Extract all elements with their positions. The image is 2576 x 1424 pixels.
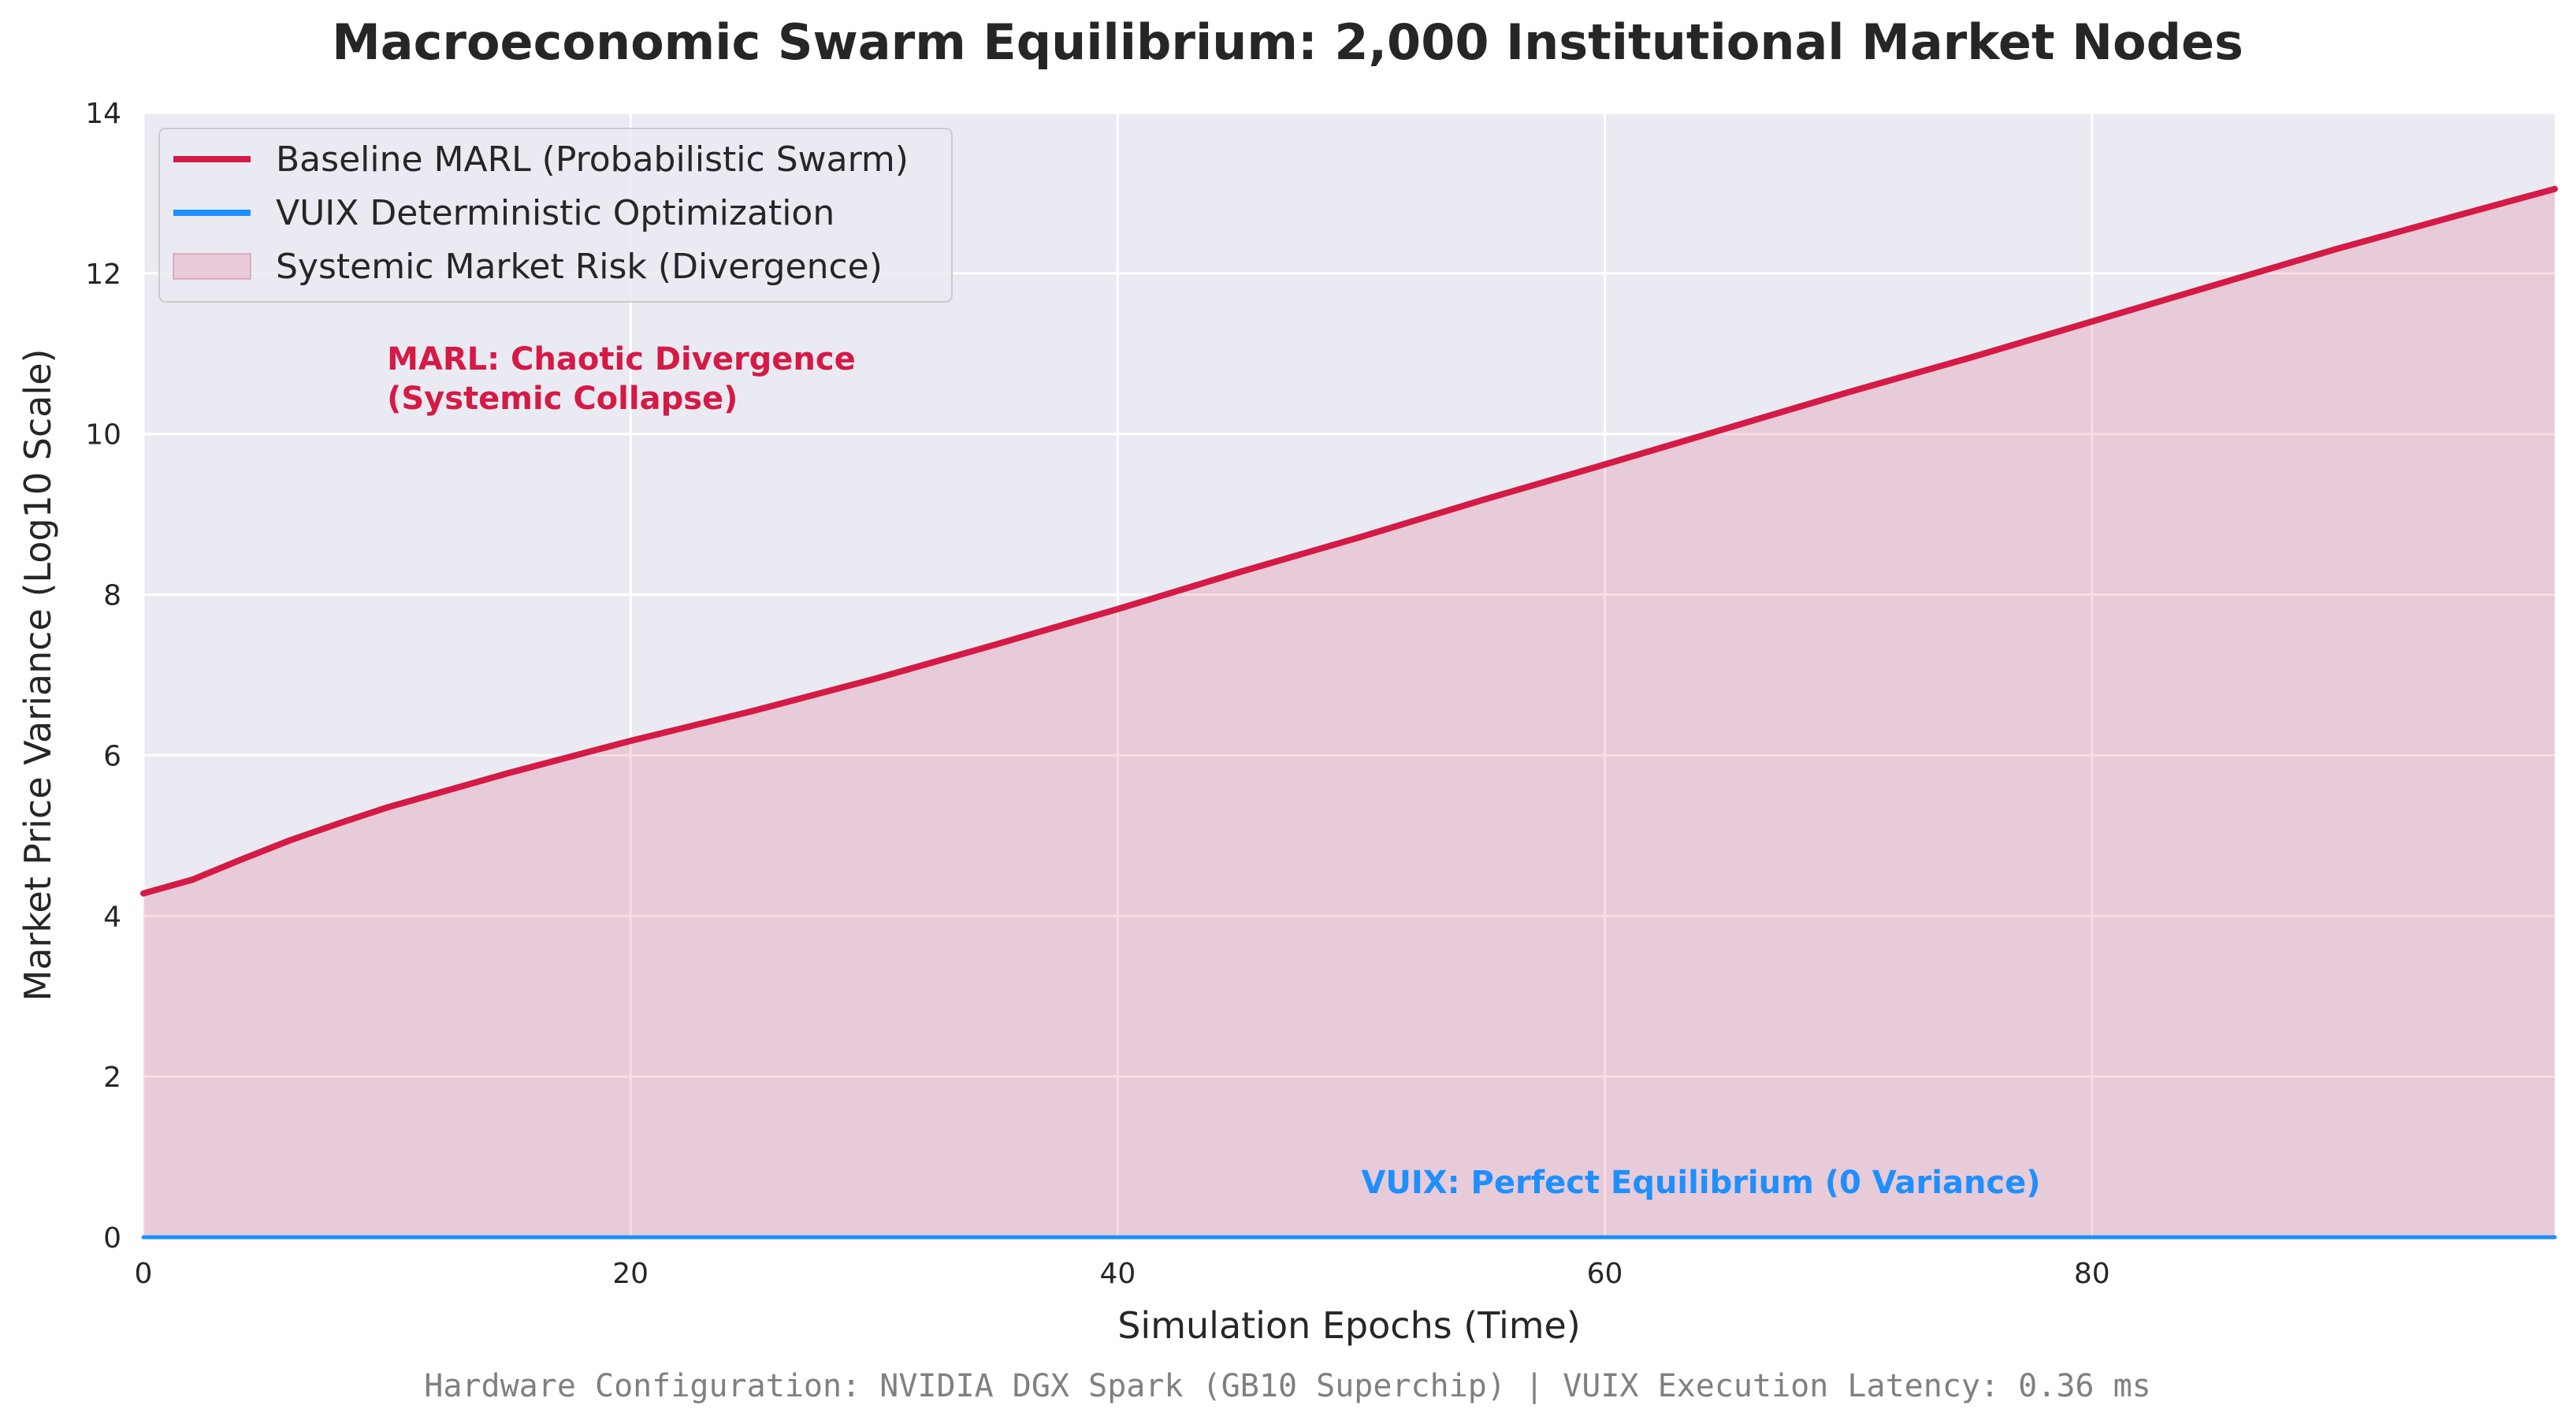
grid-layer — [142, 111, 2555, 1239]
y-tick-label-0: 0 — [103, 1222, 121, 1255]
x-tick-label-4: 80 — [2074, 1258, 2110, 1290]
series-line-marl — [140, 185, 2558, 897]
annotation-0-line-0: MARL: Chaotic Divergence — [387, 341, 856, 377]
y-tick-label-6: 12 — [85, 258, 121, 291]
legend-fill-swatch — [173, 253, 251, 280]
y-tick-label-4: 8 — [103, 580, 121, 612]
footer-text: Hardware Configuration: NVIDIA DGX Spark… — [424, 1368, 2150, 1404]
x-tick-label-0: 0 — [135, 1258, 153, 1290]
x-tick-label-3: 60 — [1587, 1258, 1623, 1290]
annotation-1-line-0: VUIX: Perfect Equilibrium (0 Variance) — [1361, 1165, 2040, 1201]
series-layer — [140, 185, 2558, 1240]
x-axis-label: Simulation Epochs (Time) — [1117, 1304, 1581, 1347]
fill-layer — [143, 188, 2555, 1237]
tick-layer: 0 2 4 6 8 10 12 14 0 20 40 60 80 — [85, 98, 2109, 1290]
x-tick-label-2: 40 — [1099, 1258, 1136, 1290]
legend-vuix-label: VUIX Deterministic Optimization — [276, 193, 835, 233]
x-tick-label-1: 20 — [612, 1258, 649, 1290]
legend-marl-label: Baseline MARL (Probabilistic Swarm) — [276, 139, 909, 180]
chart-title: Macroeconomic Swarm Equilibrium: 2,000 I… — [332, 13, 2243, 71]
y-axis-label: Market Price Variance (Log10 Scale) — [17, 349, 59, 1002]
annotation-layer: MARL: Chaotic Divergence (Systemic Collap… — [387, 341, 2040, 1201]
y-tick-label-1: 2 — [103, 1061, 121, 1094]
legend-frame — [158, 128, 953, 303]
y-tick-label-3: 6 — [103, 740, 121, 772]
y-tick-label-5: 10 — [85, 419, 121, 452]
y-tick-label-7: 14 — [85, 98, 121, 130]
annotation-0-line-1: (Systemic Collapse) — [387, 381, 738, 417]
legend-fill-label: Systemic Market Risk (Divergence) — [276, 247, 883, 287]
y-tick-label-2: 4 — [103, 901, 121, 933]
legend: Baseline MARL (Probabilistic Swarm) VUIX … — [158, 128, 953, 303]
fill-area-systemic-risk — [143, 188, 2555, 1237]
